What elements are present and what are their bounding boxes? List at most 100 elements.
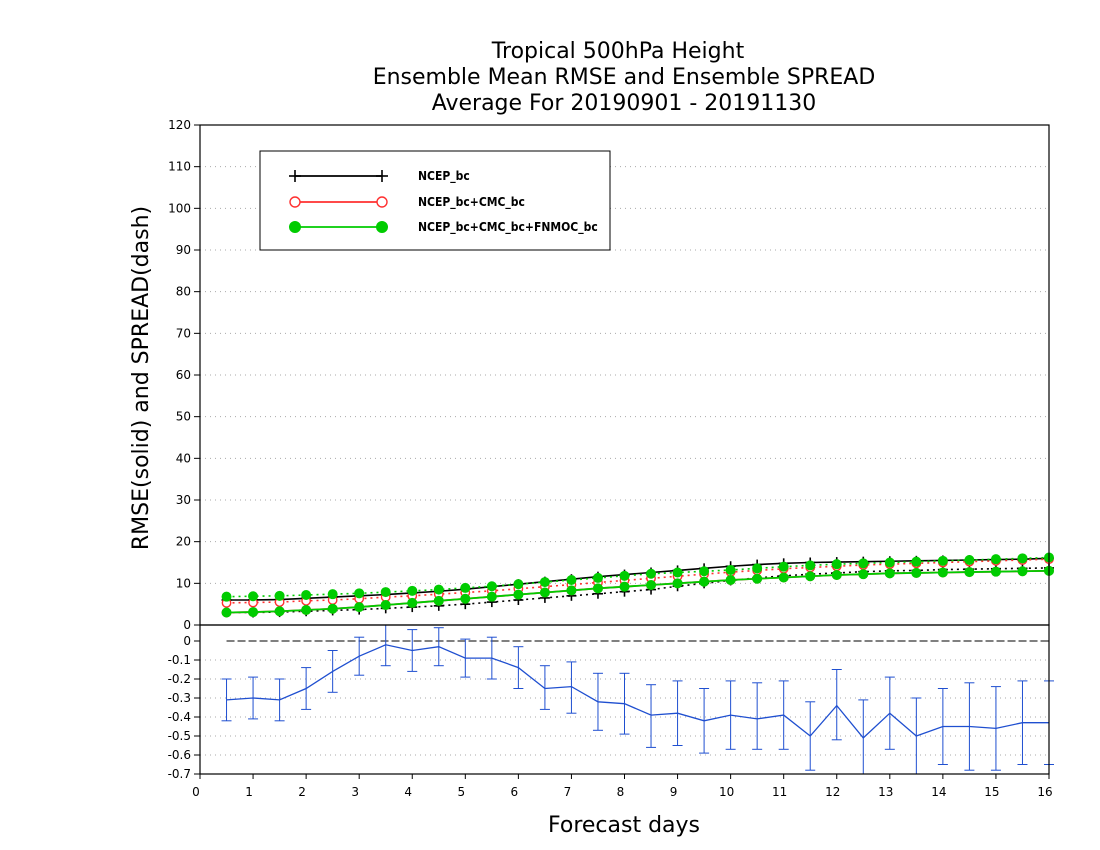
x-tick-label: 4 — [404, 785, 412, 799]
spread-point — [354, 588, 365, 599]
grid — [200, 166, 1049, 756]
error-bar — [539, 665, 550, 710]
x-tick-label: 16 — [1037, 785, 1052, 799]
y-tick-label-top: 40 — [176, 451, 191, 465]
x-tick-label: 14 — [931, 785, 946, 799]
spread-point — [221, 591, 232, 602]
spread-point — [805, 560, 816, 571]
spread-point — [619, 570, 630, 581]
y-tick-label-top: 30 — [176, 493, 191, 507]
title-line-1: Tropical 500hPa Height — [491, 39, 745, 64]
y-tick-label-top: 120 — [168, 118, 191, 132]
y-tick-label-top: 0 — [183, 618, 191, 632]
y-tick-label-bottom: -0.5 — [168, 729, 191, 743]
rmse-point — [513, 589, 524, 600]
spread-point — [831, 559, 842, 570]
spread-point — [433, 584, 444, 595]
rmse-point — [672, 578, 683, 589]
spread-point — [301, 590, 312, 600]
rmse-point — [248, 607, 259, 618]
rmse-point — [566, 585, 577, 596]
axes: 01020304050607080901001101200-0.1-0.2-0.… — [168, 118, 1053, 799]
difference-line — [226, 644, 1049, 739]
legend-marker — [376, 196, 388, 208]
spread-point — [778, 561, 789, 572]
legend-marker — [289, 221, 301, 233]
chart-title: Tropical 500hPa Height Ensemble Mean RMS… — [373, 39, 876, 116]
rmse-point — [778, 572, 789, 583]
spread-point — [911, 556, 922, 567]
x-tick-label: 9 — [670, 785, 678, 799]
x-tick-label: 5 — [457, 785, 465, 799]
legend-entry-1: NCEP_bc+CMC_bc — [289, 195, 525, 210]
spread-point — [884, 557, 895, 568]
y-tick-label-bottom: -0.7 — [168, 767, 191, 781]
rmse-point — [699, 576, 710, 587]
rmse-point — [805, 571, 816, 582]
y-tick-label-bottom: -0.1 — [168, 653, 191, 667]
spread-point — [592, 572, 603, 583]
x-tick-label: 0 — [192, 785, 200, 799]
spread-point — [725, 565, 736, 575]
x-tick-label: 6 — [511, 785, 519, 799]
rmse-point — [858, 569, 869, 580]
spread-point — [752, 563, 763, 574]
spread-point — [699, 566, 710, 577]
spread-line-2 — [226, 556, 1050, 598]
error-bar — [752, 682, 763, 750]
y-tick-label-bottom: -0.2 — [168, 672, 191, 686]
rmse-point — [460, 593, 471, 604]
spread-point — [672, 567, 683, 578]
spread-point — [248, 591, 259, 602]
x-tick-label: 1 — [245, 785, 253, 799]
rmse-point — [725, 575, 736, 585]
spread-point — [646, 568, 657, 579]
rmse-point — [752, 573, 763, 584]
spread-point — [858, 558, 869, 569]
legend-label: NCEP_bc+CMC_bc — [418, 195, 525, 210]
rmse-point — [354, 602, 365, 613]
x-tick-label: 3 — [351, 785, 359, 799]
y-axis-label: RMSE(solid) and SPREAD(dash) — [129, 206, 154, 550]
rmse-point — [407, 597, 418, 608]
rmse-point — [486, 591, 497, 602]
rmse-point — [221, 607, 232, 618]
x-tick-label: 7 — [564, 785, 572, 799]
spread-point — [486, 581, 497, 592]
spread-line-0 — [226, 567, 1050, 614]
y-tick-label-bottom: -0.6 — [168, 748, 191, 762]
y-tick-label-bottom: -0.4 — [168, 710, 191, 724]
rmse-point — [831, 570, 842, 580]
spread-point — [274, 590, 285, 601]
spread-point — [990, 554, 1001, 565]
rmse-point — [539, 587, 550, 598]
rmse-line-1 — [226, 569, 1050, 614]
spread-point — [460, 582, 471, 593]
difference-panel — [221, 624, 1054, 775]
spread-point — [407, 585, 418, 596]
x-tick-label: 13 — [878, 785, 893, 799]
legend: NCEP_bc NCEP_bc+CMC_bc NCEP_bc+CMC_bc+FNMO… — [259, 150, 611, 251]
error-bar — [646, 684, 657, 748]
y-tick-label-top: 20 — [176, 535, 191, 549]
title-line-2: Ensemble Mean RMSE and Ensemble SPREAD — [373, 65, 876, 90]
y-tick-label-top: 80 — [176, 285, 191, 299]
x-tick-label: 8 — [617, 785, 625, 799]
y-tick-label-top: 70 — [176, 326, 191, 340]
rmse-point — [1017, 566, 1028, 577]
legend-entry-2: NCEP_bc+CMC_bc+FNMOC_bc — [289, 220, 598, 235]
spread-point — [327, 589, 338, 600]
legend-box — [259, 150, 611, 251]
rmse-point — [380, 600, 391, 610]
spread-point — [1017, 553, 1028, 564]
rmse-point — [646, 580, 657, 590]
y-tick-label-bottom: 0 — [183, 634, 191, 648]
title-line-3: Average For 20190901 - 20191130 — [432, 91, 817, 116]
y-tick-label-top: 110 — [168, 160, 191, 174]
legend-label: NCEP_bc+CMC_bc+FNMOC_bc — [418, 220, 598, 235]
rmse-spread-panel — [221, 552, 1054, 618]
rmse-point — [592, 583, 603, 594]
rmse-point — [274, 606, 285, 617]
y-tick-label-bottom: -0.3 — [168, 691, 191, 705]
